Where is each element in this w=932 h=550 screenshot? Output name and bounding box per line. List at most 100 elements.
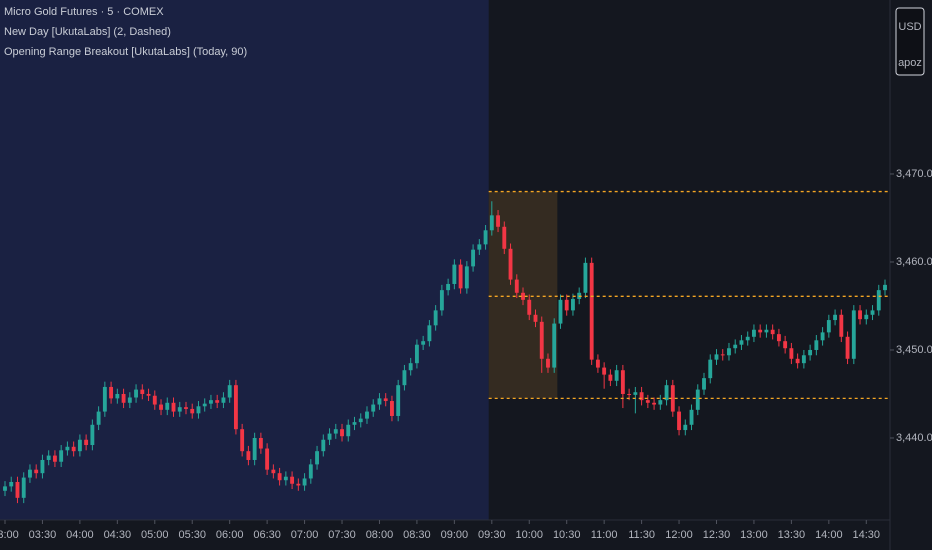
candle-body [196, 406, 201, 414]
x-tick-label: 10:00 [515, 529, 543, 541]
candle-body [202, 403, 207, 407]
candle-body [770, 329, 775, 335]
candle-body [52, 455, 57, 462]
x-tick-label: 10:30 [553, 529, 581, 541]
candle-body [620, 370, 625, 394]
candle-body [396, 385, 401, 416]
badge: apoz [898, 57, 922, 69]
currency-box[interactable] [895, 7, 925, 76]
candle-body [109, 386, 114, 399]
x-tick-label: 07:30 [328, 529, 356, 541]
candle-body [708, 359, 713, 379]
x-tick-label: 12:30 [703, 529, 731, 541]
candle-body [795, 358, 800, 364]
x-tick-label: 14:30 [853, 529, 881, 541]
candle-body [833, 314, 838, 321]
candle-body [695, 389, 700, 410]
candle-body [371, 404, 376, 412]
candle-body [851, 310, 856, 359]
candle-body [390, 401, 394, 416]
candle-body [159, 404, 163, 410]
candle-body [383, 398, 388, 402]
candle-body [333, 429, 338, 434]
candle-body [184, 407, 188, 409]
candle-body [215, 400, 220, 403]
candle-body [483, 230, 488, 245]
candle-body [265, 448, 270, 470]
candle-body [233, 385, 238, 430]
candle-body [589, 262, 594, 360]
candle-body [246, 451, 251, 460]
candle-body [34, 469, 39, 474]
candle-body [883, 284, 887, 291]
x-tick-label: 04:30 [104, 529, 132, 541]
candle-body [402, 370, 407, 386]
candle-body [15, 481, 20, 498]
candle-body [252, 437, 257, 460]
candle-body [845, 336, 850, 359]
candle-body [639, 392, 644, 401]
x-tick-label: 04:00 [66, 529, 94, 541]
candle-body [140, 389, 145, 394]
candle-body [502, 226, 507, 249]
candle-body [77, 439, 82, 452]
candle-body [240, 429, 245, 452]
indicator-label: New Day [UkutaLabs] (2, Dashed) [4, 26, 171, 38]
candle-body [65, 446, 70, 451]
candle-body [614, 370, 619, 381]
candle-body [876, 290, 881, 311]
candle-body [321, 439, 326, 452]
candle-body [571, 298, 575, 311]
candle-body [296, 483, 301, 486]
candle-body [315, 451, 319, 465]
candle-body [627, 393, 632, 395]
candle-body [271, 469, 276, 474]
candle-body [608, 374, 613, 381]
candle-body [527, 299, 532, 315]
candle-body [365, 411, 369, 419]
x-tick-label: 14:00 [815, 529, 843, 541]
candle-body [71, 446, 76, 452]
candle-body [514, 279, 519, 293]
candle-body [758, 329, 763, 333]
candle-body [177, 407, 182, 412]
candle-body [583, 262, 588, 293]
candle-body [489, 215, 494, 231]
candle-body [96, 411, 101, 425]
candle-body [552, 323, 557, 368]
candle-body [645, 400, 650, 403]
candle-body [352, 422, 357, 425]
candle-body [446, 283, 451, 291]
x-tick-label: 05:30 [178, 529, 206, 541]
x-tick-label: 08:30 [403, 529, 431, 541]
candle-body [209, 400, 213, 404]
candle-body [814, 340, 819, 350]
candle-body [745, 336, 750, 341]
prior-session [0, 0, 489, 520]
candle-body [789, 348, 794, 359]
candle-body [421, 341, 426, 345]
candle-body [595, 359, 600, 368]
candle-body [783, 341, 788, 349]
candle-body [277, 473, 282, 481]
candle-body [258, 437, 263, 449]
candle-body [752, 329, 756, 337]
candle-body [414, 344, 419, 364]
candle-body [146, 393, 151, 396]
candle-body [858, 310, 862, 320]
candle-body [533, 314, 538, 322]
candle-body [602, 367, 607, 375]
x-tick-label: 08:00 [366, 529, 394, 541]
candle-body [677, 411, 681, 431]
candle-body [764, 329, 769, 333]
candle-body [683, 424, 688, 431]
x-tick-label: 09:30 [478, 529, 506, 541]
candle-body [739, 340, 744, 345]
candle-body [720, 354, 725, 356]
candle-body [702, 378, 706, 390]
candle-body [733, 344, 738, 349]
y-tick-label: 3,440.0 [896, 432, 932, 444]
x-tick-label: 13:00 [740, 529, 768, 541]
candle-body [689, 409, 694, 425]
